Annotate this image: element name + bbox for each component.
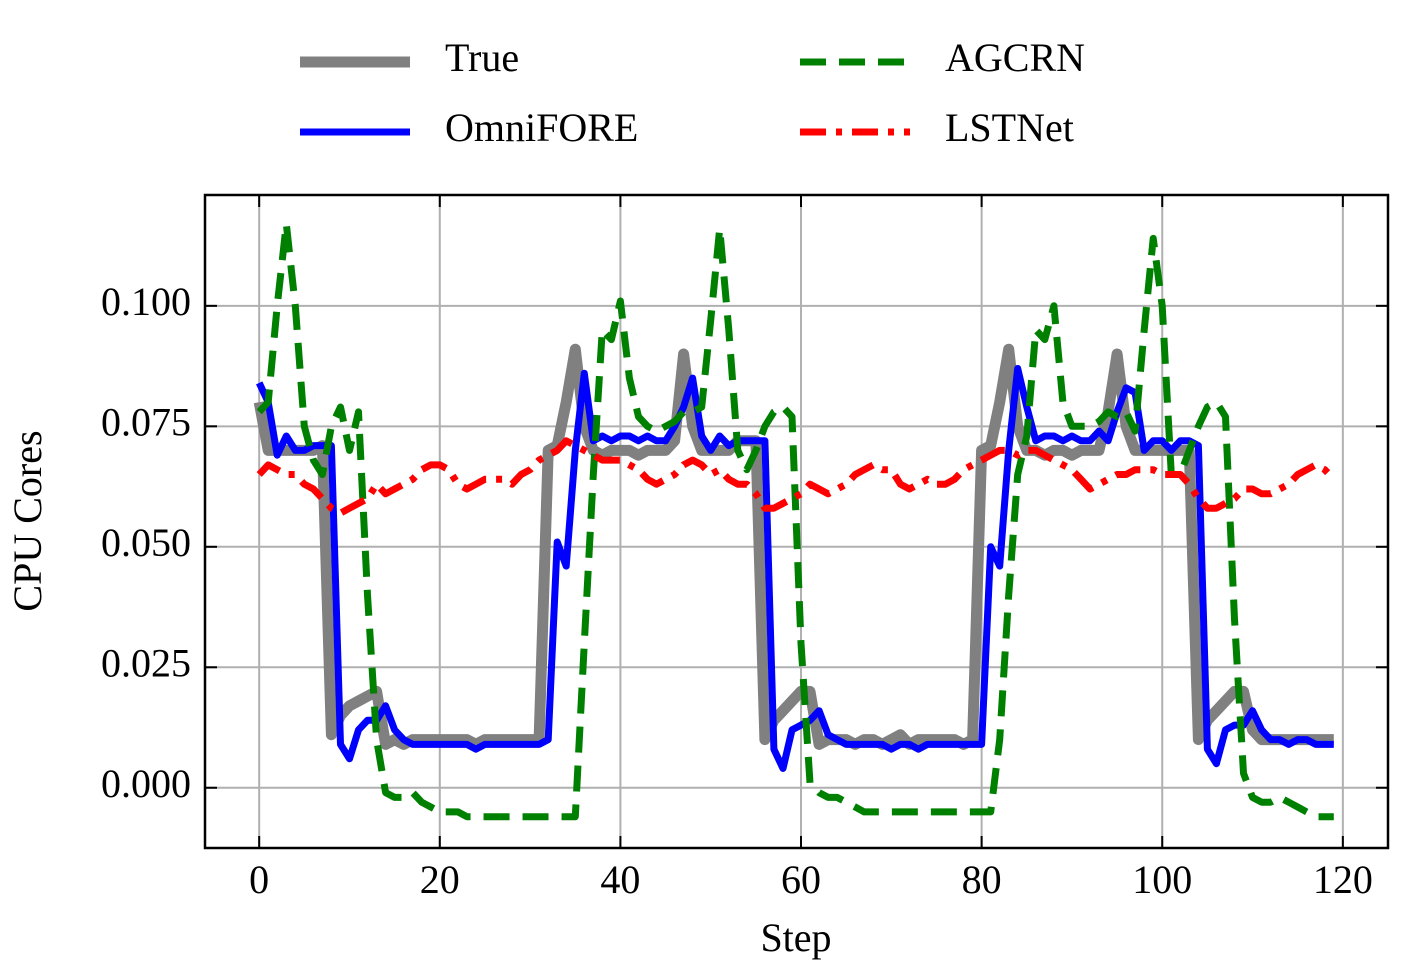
series-line [256,220,1334,821]
y-tick-label: 0.000 [101,761,191,806]
x-tick-label: 80 [962,857,1002,902]
x-tick-label: 100 [1132,857,1192,902]
y-axis-label: CPU Cores [5,430,50,611]
x-tick-label: 60 [781,857,821,902]
legend-label: True [445,35,519,80]
x-tick-label: 40 [600,857,640,902]
y-tick-label: 0.050 [101,520,191,565]
y-tick-label: 0.075 [101,399,191,444]
legend-label: OmniFORE [445,105,638,150]
series-line [253,343,1334,750]
legend-label: AGCRN [945,35,1085,80]
x-tick-label: 20 [420,857,460,902]
y-tick-label: 0.100 [101,279,191,324]
plot-frame [203,193,1390,850]
series-line [256,365,1334,772]
y-tick-label: 0.025 [101,640,191,685]
x-tick-label: 120 [1313,857,1373,902]
x-axis-label: Step [760,915,831,960]
legend-label: LSTNet [945,105,1074,150]
series-line [256,437,1337,517]
x-tick-label: 0 [249,857,269,902]
